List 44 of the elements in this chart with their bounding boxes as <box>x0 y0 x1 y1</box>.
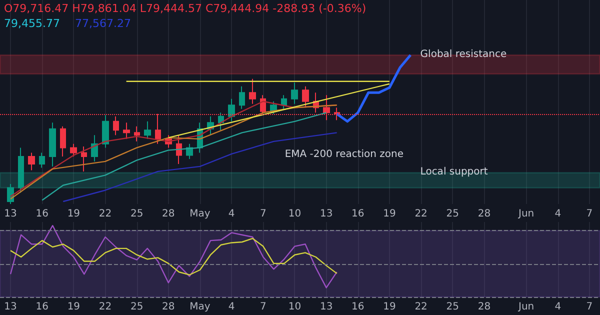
text: 77,567.27 <box>75 17 131 30</box>
x-tick-label: 28 <box>478 302 491 312</box>
x-tick-label: 22 <box>414 208 428 220</box>
x-tick-label: 13 <box>320 208 333 220</box>
x-tick-label: 16 <box>352 208 364 220</box>
band-label: Local support <box>420 166 488 178</box>
x-tick-label: 13 <box>320 302 333 312</box>
chart-subtitle: O79,716.47 H79,861.04 L79,444.57 C79,444.94 -288.93 (-0.36%) <box>4 2 366 15</box>
x-tick-label: 28 <box>162 302 175 312</box>
x-tick-label: 28 <box>162 208 175 220</box>
x-tick-label: 10 <box>288 208 302 220</box>
x-tick-label: 19 <box>67 208 80 220</box>
x-tick-label: Jun <box>518 208 534 220</box>
x-tick-label: Jun <box>518 302 534 312</box>
x-tick-label: 7 <box>586 302 593 312</box>
x-tick-label: 10 <box>288 302 302 312</box>
x-tick-label: 19 <box>383 208 396 220</box>
x-tick-label: 4 <box>554 208 562 220</box>
x-tick-label: 22 <box>98 208 112 220</box>
band-label: Global resistance <box>420 48 507 60</box>
x-tick-label: 25 <box>446 208 459 220</box>
x-tick-label: 4 <box>228 208 235 220</box>
x-tick-label: 22 <box>98 302 112 312</box>
x-tick-label: 19 <box>67 302 80 312</box>
x-tick-label: 7 <box>586 208 593 220</box>
x-tick-label: 4 <box>228 302 235 312</box>
x-tick-label: 25 <box>130 302 144 312</box>
x-tick-label: 25 <box>446 302 459 312</box>
x-tick-label: 16 <box>36 302 48 312</box>
x-tick-label: 16 <box>36 208 48 220</box>
text: 79,455.77 <box>4 17 60 30</box>
series-label: EMA -200 reaction zone <box>284 149 404 160</box>
x-tick-label: 13 <box>4 208 17 220</box>
x-tick-label: 4 <box>554 302 562 312</box>
x-tick-label: 7 <box>260 208 266 220</box>
x-tick-label: May <box>190 302 210 312</box>
x-tick-label: 19 <box>383 302 396 312</box>
x-tick-label: 13 <box>4 302 17 312</box>
x-tick-label: May <box>190 208 210 220</box>
x-tick-label: 28 <box>478 208 491 220</box>
x-tick-label: 22 <box>414 302 428 312</box>
x-tick-label: 25 <box>130 208 144 220</box>
x-tick-label: 16 <box>352 302 364 312</box>
x-tick-label: 7 <box>260 302 266 312</box>
